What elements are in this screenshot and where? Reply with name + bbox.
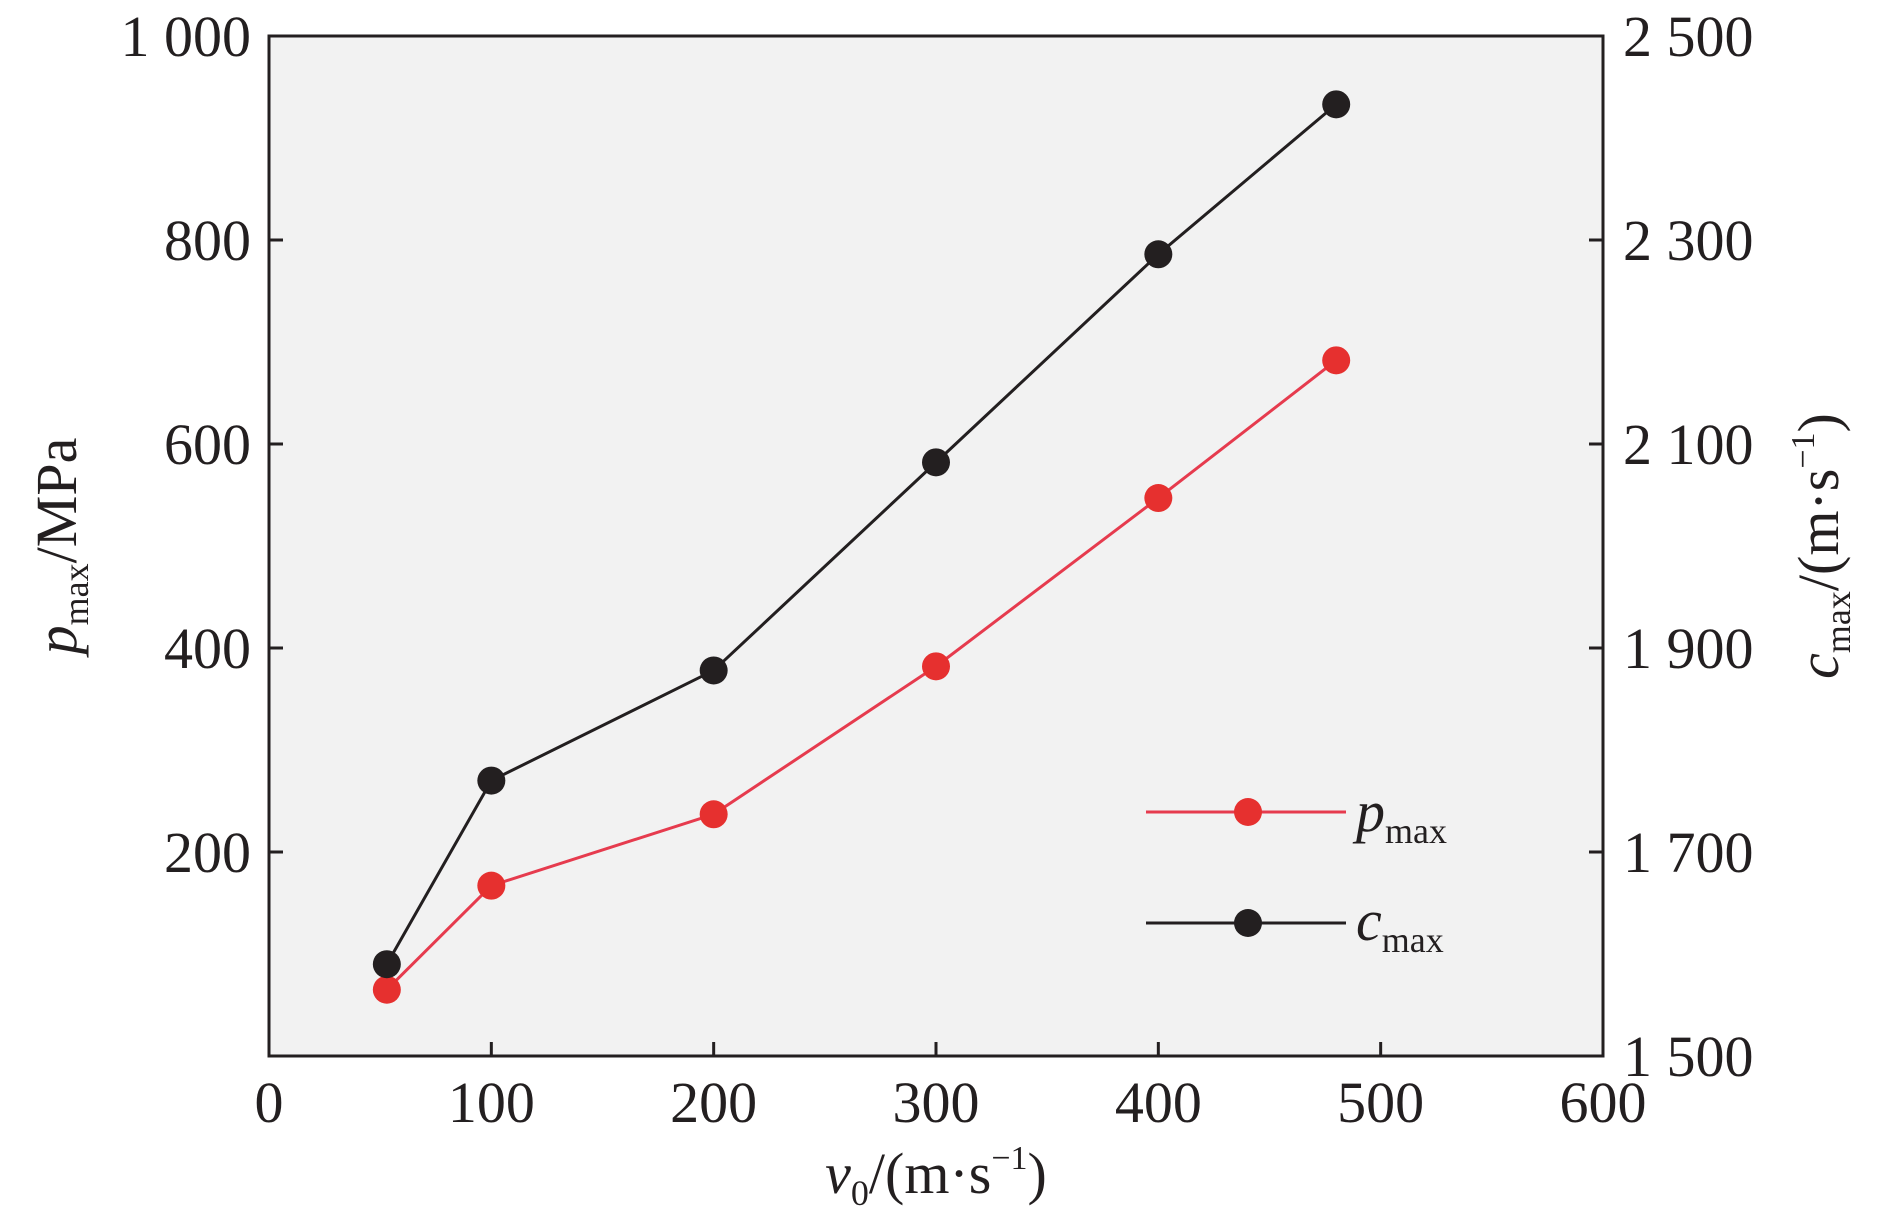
x-tick-label: 400 xyxy=(1115,1070,1202,1135)
y-left-axis-symbol: p xyxy=(24,625,89,658)
data-point xyxy=(477,766,506,795)
y-right-tick-label: 1 900 xyxy=(1623,616,1754,681)
legend-label-p-subscript: max xyxy=(1385,811,1447,851)
y-right-tick-label: 1 700 xyxy=(1623,820,1754,885)
x-tick-label: 200 xyxy=(670,1070,757,1135)
y-right-tick-label: 2 500 xyxy=(1623,4,1754,69)
y-right-tick-label: 2 300 xyxy=(1623,208,1754,273)
legend-label-p-symbol: p xyxy=(1352,779,1385,844)
data-point xyxy=(372,950,401,979)
legend-label-c-subscript: max xyxy=(1382,920,1444,960)
y-right-axis-title: cmax/(m·s−1) xyxy=(1785,413,1858,679)
x-axis-title: v0/(m·s−1) xyxy=(825,1140,1047,1213)
data-point xyxy=(1322,346,1351,375)
legend-label-p-max: pmax xyxy=(1352,779,1447,851)
data-point xyxy=(372,975,401,1004)
data-point xyxy=(1322,90,1351,119)
x-tick-label: 0 xyxy=(255,1070,284,1135)
y-right-axis-subscript: max xyxy=(1818,591,1858,653)
x-axis-unit-close: ) xyxy=(1028,1141,1047,1206)
y-right-tick-label: 1 500 xyxy=(1623,1024,1754,1089)
tick-layer: 0 100 200 300 400 500 600 200 400 600 800 1 000 1 50… xyxy=(121,4,1754,1135)
legend: pmax cmax xyxy=(1146,779,1447,960)
x-axis-symbol: v xyxy=(825,1141,851,1206)
x-axis-subscript: 0 xyxy=(851,1173,869,1213)
series-layer xyxy=(372,90,1351,1004)
x-tick-label: 300 xyxy=(893,1070,980,1135)
series-p-max xyxy=(372,346,1351,1004)
y-left-tick-label: 200 xyxy=(164,820,251,885)
data-point xyxy=(477,871,506,900)
y-left-tick-label: 400 xyxy=(164,616,251,681)
legend-label-c-symbol: c xyxy=(1356,888,1382,953)
legend-item-p-max: pmax xyxy=(1146,779,1447,851)
x-axis-unit-open: /(m·s xyxy=(869,1141,991,1206)
data-point xyxy=(699,656,728,685)
y-right-axis-symbol: c xyxy=(1786,653,1851,679)
data-point xyxy=(1144,484,1173,513)
legend-marker-p-max xyxy=(1234,798,1262,826)
x-axis-unit-superscript: −1 xyxy=(991,1140,1027,1177)
y-right-axis-unit-superscript: −1 xyxy=(1785,432,1822,468)
y-left-tick-label: 800 xyxy=(164,208,251,273)
legend-label-c-max: cmax xyxy=(1356,888,1444,960)
data-point xyxy=(699,800,728,829)
x-tick-label: 600 xyxy=(1560,1070,1647,1135)
plot-background xyxy=(269,36,1603,1056)
y-right-axis-unit-close: ) xyxy=(1786,413,1851,432)
data-point xyxy=(922,652,950,681)
x-tick-label: 500 xyxy=(1337,1070,1424,1135)
x-tick-label: 100 xyxy=(448,1070,535,1135)
y-right-axis-unit-open: /(m·s xyxy=(1786,469,1851,591)
y-left-tick-label: 600 xyxy=(164,412,251,477)
y-right-tick-label: 2 100 xyxy=(1623,412,1754,477)
y-left-tick-label: 1 000 xyxy=(121,4,252,69)
series-c-max xyxy=(372,90,1351,979)
series-line xyxy=(385,359,1338,991)
legend-item-c-max: cmax xyxy=(1146,888,1444,960)
data-point xyxy=(1144,240,1173,269)
legend-marker-c-max xyxy=(1234,909,1262,937)
y-left-axis-unit: /MPa xyxy=(24,438,89,564)
y-left-axis-subscript: max xyxy=(56,563,96,625)
series-line xyxy=(385,103,1338,965)
data-point xyxy=(922,448,950,477)
y-left-axis-title: pmax/MPa xyxy=(24,438,96,659)
